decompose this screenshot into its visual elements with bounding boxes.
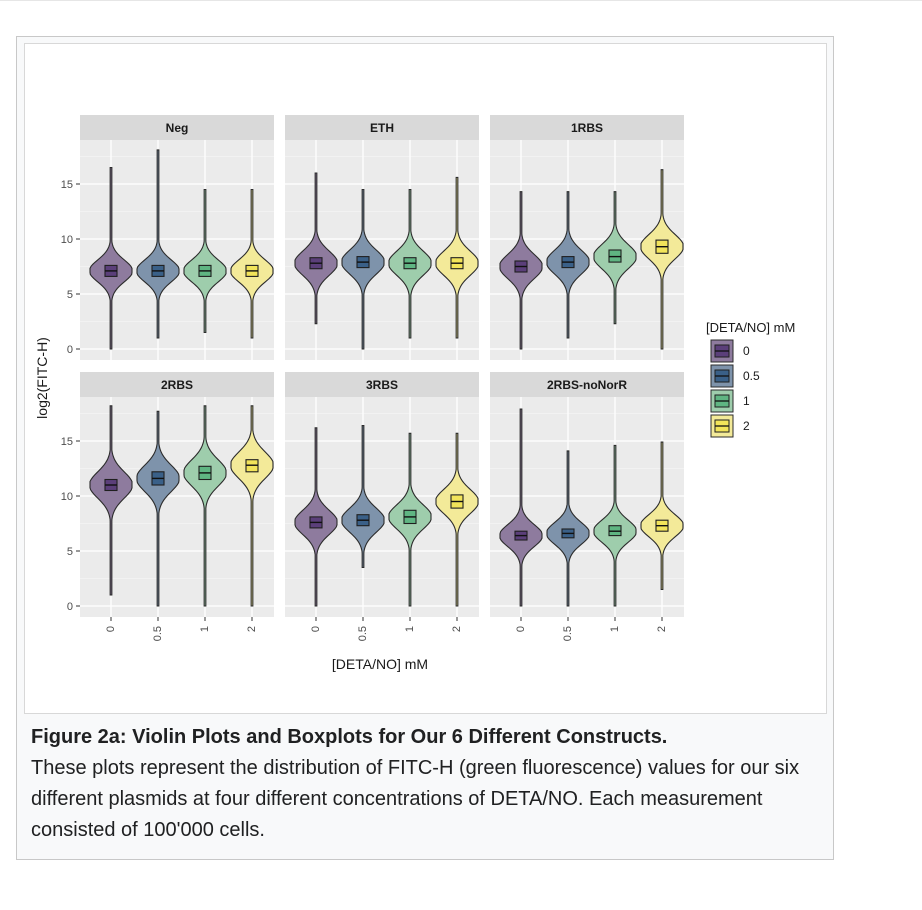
facet-strip-2rbs: [80, 372, 274, 397]
x-tick-label: 0.5: [357, 626, 369, 641]
caption-title: Figure 2a: Violin Plots and Boxplots for…: [31, 726, 668, 748]
facet-label: Neg: [166, 121, 189, 135]
facet-strip-1rbs: [490, 115, 684, 140]
legend-label: 0: [743, 344, 750, 358]
x-tick-label: 1: [404, 626, 416, 632]
facet-label: 2RBS-noNorR: [547, 378, 627, 392]
facet-strip-3rbs: [285, 372, 479, 397]
caption-body: These plots represent the distribution o…: [31, 757, 800, 841]
y-tick-label: 15: [61, 436, 73, 448]
violin-2rbs-1: [183, 405, 227, 607]
y-tick-label: 0: [67, 601, 73, 613]
facet-label: 3RBS: [366, 378, 398, 392]
plot-image-frame: Neg 0 5 10 15 ETH 1RBS 2RBS 0 5 10 15 0 0.5 1 2 3RBS 0 0.5…: [24, 43, 827, 714]
violin-3rbs-2: [435, 432, 479, 607]
violin-1rbs-2: [640, 169, 684, 350]
violin-2rbs-0.5: [136, 410, 180, 607]
violin-2rbs-nonorr-2: [640, 441, 684, 591]
y-axis-title: log2(FITC-H): [34, 337, 50, 419]
violin-2rbs-0: [89, 405, 133, 596]
violin-neg-0: [89, 166, 133, 350]
facet-label: 1RBS: [571, 121, 603, 135]
violin-neg-1: [183, 188, 227, 334]
x-tick-label: 0: [310, 626, 322, 632]
y-tick-label: 15: [61, 179, 73, 191]
legend-label: 1: [743, 394, 750, 408]
facet-strip-neg: [80, 115, 274, 140]
violin-eth-0.5: [341, 188, 385, 350]
x-tick-label: 0: [105, 626, 117, 632]
facet-strip-2rbs-nonorr: [490, 372, 684, 397]
legend-title: [DETA/NO] mM: [706, 320, 795, 335]
violin-neg-0.5: [136, 149, 180, 339]
panel-background-2rbs-nonorr: [490, 397, 684, 617]
legend-label: 2: [743, 419, 750, 433]
top-divider: [0, 0, 922, 1]
x-tick-label: 2: [451, 626, 463, 632]
y-tick-label: 10: [61, 491, 73, 503]
y-tick-label: 5: [67, 546, 73, 558]
facet-label: ETH: [370, 121, 394, 135]
violin-3rbs-0.5: [341, 425, 385, 569]
x-tick-label: 1: [609, 626, 621, 632]
x-tick-label: 0: [515, 626, 527, 632]
legend-label: 0.5: [743, 369, 760, 383]
x-tick-label: 0.5: [152, 626, 164, 641]
y-tick-label: 5: [67, 289, 73, 301]
violin-2rbs-nonorr-0: [499, 408, 543, 607]
x-tick-label: 2: [246, 626, 258, 632]
x-tick-label: 0.5: [562, 626, 574, 641]
facet-strip-eth: [285, 115, 479, 140]
y-tick-label: 0: [67, 344, 73, 356]
facet-label: 2RBS: [161, 378, 193, 392]
figure-caption: Figure 2a: Violin Plots and Boxplots for…: [31, 722, 821, 846]
x-tick-label: 1: [199, 626, 211, 632]
x-axis-title: [DETA/NO] mM: [332, 656, 428, 672]
violin-2rbs-2: [230, 405, 274, 607]
y-tick-label: 10: [61, 234, 73, 246]
violin-eth-0: [294, 172, 338, 325]
violin-neg-2: [230, 188, 274, 339]
x-tick-label: 2: [656, 626, 668, 632]
